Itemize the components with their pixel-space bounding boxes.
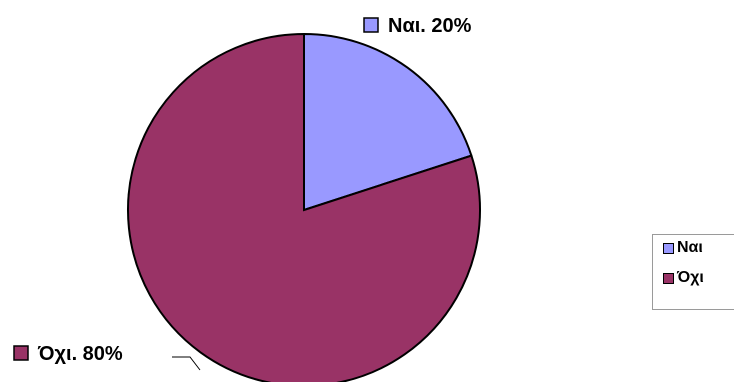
legend-item-ochi: Όχι <box>663 269 704 287</box>
data-label-1: Όχι. 80% <box>13 343 201 371</box>
data-label-swatch-1 <box>13 345 29 361</box>
legend: Ναι Όχι <box>652 234 734 310</box>
legend-swatch-ochi <box>663 272 674 284</box>
data-label-0: Ναι. 20% <box>363 15 472 37</box>
data-label-text-1: Όχι. 80% <box>37 343 123 365</box>
legend-label-ochi: Όχι <box>677 269 704 286</box>
pie-slice-0 <box>303 32 473 212</box>
legend-label-nai: Ναι <box>677 239 703 256</box>
legend-swatch-nai <box>663 242 674 254</box>
legend-item-nai: Ναι <box>663 239 703 257</box>
data-label-leader-1 <box>172 356 201 371</box>
data-label-text-0: Ναι. 20% <box>388 15 472 37</box>
pie-slice-1 <box>127 32 481 382</box>
data-label-swatch-0 <box>363 17 379 33</box>
